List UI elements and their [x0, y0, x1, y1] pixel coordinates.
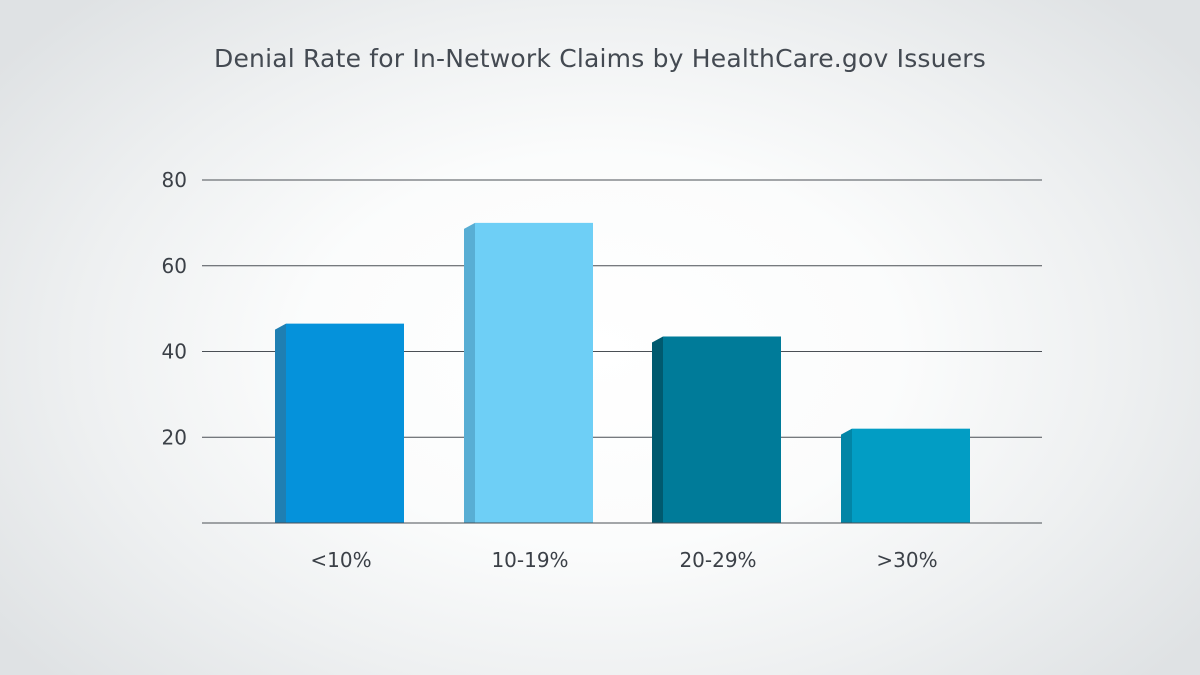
bar-3: [852, 428, 970, 523]
bar-side-2: [652, 336, 663, 523]
x-category-label: 20-29%: [679, 548, 756, 572]
bar-side-3: [841, 428, 852, 523]
bar-side-1: [464, 222, 475, 523]
y-axis-ticks: 20 40 60 80: [162, 168, 187, 449]
x-axis-labels: <10% 10-19% 20-29% >30%: [310, 548, 937, 572]
y-tick-label: 80: [162, 168, 187, 192]
x-category-label: <10%: [310, 548, 371, 572]
bar-2: [663, 336, 781, 523]
y-tick-label: 60: [162, 254, 187, 278]
x-category-label: 10-19%: [491, 548, 568, 572]
y-tick-label: 40: [162, 340, 187, 364]
bars: [275, 222, 970, 523]
bar-1: [475, 222, 593, 523]
chart-title: Denial Rate for In-Network Claims by Hea…: [214, 44, 986, 73]
y-tick-label: 20: [162, 425, 187, 449]
x-category-label: >30%: [876, 548, 937, 572]
bar-0: [286, 323, 404, 523]
bar-side-0: [275, 323, 286, 523]
